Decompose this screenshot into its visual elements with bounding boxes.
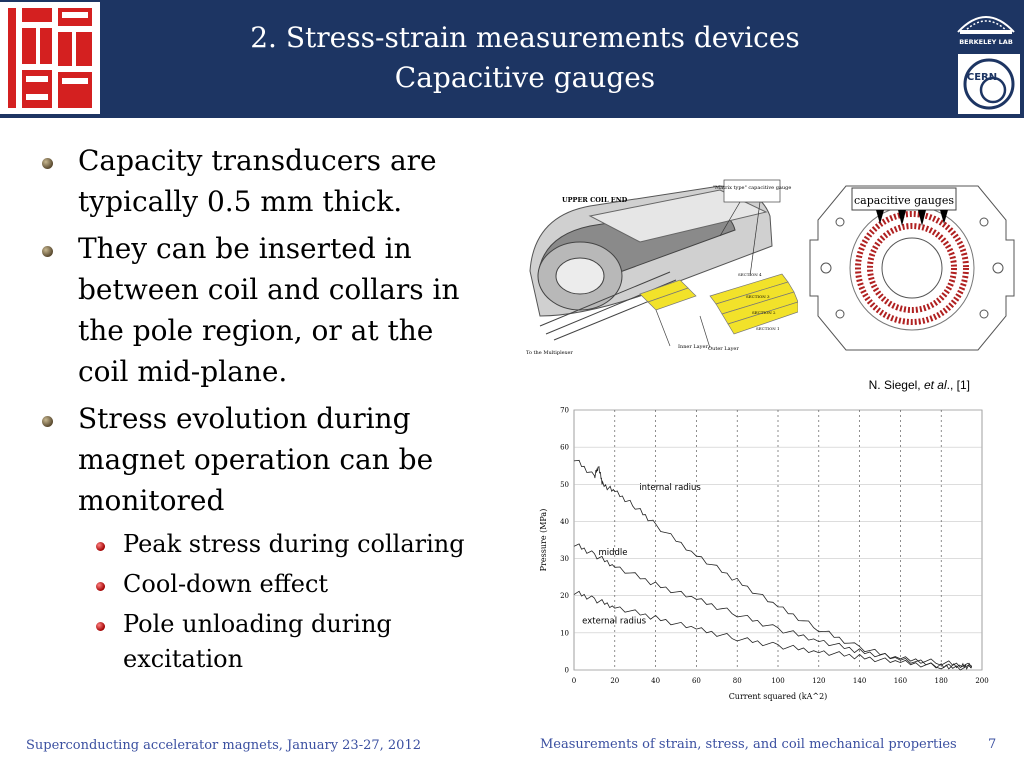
x-tick-label: 80 bbox=[733, 677, 742, 685]
y-tick-label: 30 bbox=[560, 555, 569, 563]
series-label: external radius bbox=[582, 617, 647, 627]
slide-title: 2. Stress-strain measurements devices Ca… bbox=[140, 18, 910, 98]
x-tick-label: 160 bbox=[894, 677, 907, 685]
series-label: internal radius bbox=[639, 483, 701, 493]
section-label: SECTION 2 bbox=[752, 310, 776, 315]
credit-author: N. Siegel, bbox=[868, 378, 924, 392]
footer-course: Superconducting accelerator magnets, Jan… bbox=[26, 738, 421, 753]
y-tick-label: 70 bbox=[560, 407, 569, 415]
coil-end-gauge-diagram: "Matrix type" capacitive gauge UPPER COI… bbox=[526, 179, 798, 356]
sub-bullet-item: Peak stress during collaring bbox=[40, 527, 490, 562]
outer-layer-label: Outer Layer bbox=[708, 346, 739, 352]
y-tick-label: 10 bbox=[560, 629, 569, 637]
x-tick-label: 200 bbox=[975, 677, 988, 685]
bullet-dot-icon bbox=[42, 246, 53, 257]
x-tick-label: 40 bbox=[651, 677, 660, 685]
credit-etal: et al bbox=[923, 378, 947, 392]
inner-layer-label: Inner Layer bbox=[678, 344, 708, 350]
series-line bbox=[573, 459, 973, 670]
x-tick-label: 60 bbox=[692, 677, 701, 685]
bullet-text: Capacity transducers are typically 0.5 m… bbox=[78, 144, 437, 218]
x-tick-label: 120 bbox=[812, 677, 825, 685]
berkeley-lab-text: BERKELEY LAB bbox=[959, 38, 1013, 46]
gauge-label: "Matrix type" capacitive gauge bbox=[713, 185, 792, 191]
magnet-cross-section-diagram: capacitive gauges bbox=[809, 185, 1015, 351]
sub-bullet-dot-icon bbox=[96, 622, 105, 631]
y-tick-label: 0 bbox=[565, 667, 569, 675]
cern-logo: CERN bbox=[958, 54, 1020, 114]
bullet-text: Stress evolution during magnet operation… bbox=[78, 402, 434, 517]
sub-bullet-text: Pole unloading during excitation bbox=[123, 610, 392, 673]
x-tick-label: 180 bbox=[935, 677, 948, 685]
footer-topic: Measurements of strain, stress, and coil… bbox=[540, 737, 957, 752]
sub-bullet-item: Pole unloading during excitation bbox=[40, 607, 490, 677]
capacitive-gauges-label: capacitive gauges bbox=[854, 194, 954, 207]
figure-credit: N. Siegel, et al., [1] bbox=[840, 378, 970, 392]
x-tick-label: 140 bbox=[853, 677, 866, 685]
x-tick-label: 0 bbox=[572, 677, 576, 685]
pressure-vs-current-chart: 0 10 20 30 40 50 60 70 0 20 40 60 80 100 120 140 160 180 2… bbox=[539, 407, 989, 702]
sub-bullet-item: Cool-down effect bbox=[40, 567, 490, 602]
y-axis-label: Pressure (MPa) bbox=[539, 509, 548, 572]
series-label: middle bbox=[598, 548, 627, 558]
bullet-text: They can be inserted in between coil and… bbox=[78, 232, 460, 388]
y-tick-label: 20 bbox=[560, 592, 569, 600]
cern-logo-text: CERN bbox=[967, 72, 997, 83]
title-line-2: Capacitive gauges bbox=[394, 61, 656, 94]
bullet-dot-icon bbox=[42, 158, 53, 169]
header-bar: 2. Stress-strain measurements devices Ca… bbox=[0, 0, 1024, 118]
berkeley-lab-logo: BERKELEY LAB bbox=[957, 16, 1015, 46]
bullet-list: Capacity transducers are typically 0.5 m… bbox=[40, 140, 490, 682]
y-tick-label: 40 bbox=[560, 518, 569, 526]
credit-ref: ., [1] bbox=[946, 378, 970, 392]
bullet-item: Capacity transducers are typically 0.5 m… bbox=[40, 140, 490, 222]
bullet-item: They can be inserted in between coil and… bbox=[40, 228, 490, 392]
y-tick-label: 60 bbox=[560, 444, 569, 452]
page-number: 7 bbox=[988, 737, 997, 752]
section-label: SECTION 4 bbox=[738, 272, 762, 277]
y-tick-label: 50 bbox=[560, 481, 569, 489]
bullet-item: Stress evolution during magnet operation… bbox=[40, 398, 490, 521]
x-tick-label: 20 bbox=[610, 677, 619, 685]
upper-coil-end-label: UPPER COIL END bbox=[562, 196, 628, 204]
sub-bullet-dot-icon bbox=[96, 582, 105, 591]
section-label: SECTION 1 bbox=[756, 326, 780, 331]
section-label: SECTION 3 bbox=[746, 294, 770, 299]
multiplexer-label: To the Multiplexer bbox=[526, 350, 573, 356]
series-line bbox=[573, 543, 973, 669]
x-axis-label: Current squared (kA^2) bbox=[729, 692, 828, 701]
uspas-logo bbox=[0, 2, 100, 114]
title-line-1: 2. Stress-strain measurements devices bbox=[250, 21, 800, 54]
series-line bbox=[573, 590, 973, 671]
sub-bullet-text: Peak stress during collaring bbox=[123, 530, 465, 558]
sub-bullet-dot-icon bbox=[96, 542, 105, 551]
x-tick-label: 100 bbox=[771, 677, 784, 685]
bullet-dot-icon bbox=[42, 416, 53, 427]
sub-bullet-text: Cool-down effect bbox=[123, 570, 329, 598]
